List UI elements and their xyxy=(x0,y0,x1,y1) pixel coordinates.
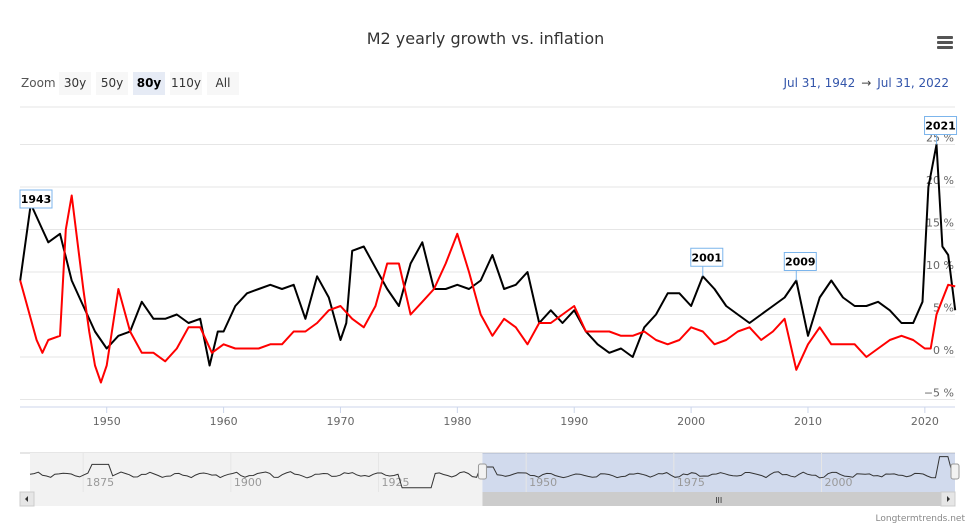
chart-title: M2 yearly growth vs. inflation xyxy=(366,29,605,48)
right-arrow-icon xyxy=(947,496,950,502)
m2-growth-line[interactable] xyxy=(19,143,957,367)
x-tick-label: 1970 xyxy=(326,415,354,428)
range-to-input[interactable]: Jul 31, 2022 xyxy=(877,76,949,90)
navigator-unselected-area xyxy=(30,453,483,492)
y-tick-label: 20 % xyxy=(926,174,954,187)
flag-2001[interactable]: 2001 xyxy=(690,247,724,277)
navigator-mask[interactable] xyxy=(482,453,955,492)
navigator-left-handle[interactable] xyxy=(477,463,487,480)
zoom-80y-button[interactable]: 80y xyxy=(133,72,165,95)
flag-label: 1943 xyxy=(21,193,52,206)
navigator-tick-label: 1925 xyxy=(381,476,409,489)
flag-2021[interactable]: 2021 xyxy=(924,116,958,145)
navigator-tick-label: 1950 xyxy=(529,476,557,489)
x-tick-label: 1990 xyxy=(560,415,588,428)
zoom-30y-button[interactable]: 30y xyxy=(59,72,91,95)
navigator-tick-label: 2000 xyxy=(825,476,853,489)
y-tick-label: 5 % xyxy=(933,302,954,315)
range-arrow: → xyxy=(861,76,872,90)
navigator-tick-label: 1975 xyxy=(677,476,705,489)
zoom-all-button[interactable]: All xyxy=(207,72,239,95)
flag-2009[interactable]: 2009 xyxy=(783,252,817,281)
y-tick-label: 15 % xyxy=(926,217,954,230)
flag-label: 2001 xyxy=(691,251,722,264)
x-tick-label: 2010 xyxy=(794,415,822,428)
scrollbar-grip-icon: III xyxy=(715,496,722,505)
zoom-label: Zoom xyxy=(21,76,56,90)
x-tick-label: 1980 xyxy=(443,415,471,428)
inflation-line[interactable] xyxy=(19,194,956,384)
zoom-50y-button[interactable]: 50y xyxy=(96,72,128,95)
range-from-input[interactable]: Jul 31, 1942 xyxy=(783,76,856,90)
x-tick-label: 1950 xyxy=(93,415,121,428)
navigator-tick-label: 1875 xyxy=(86,476,114,489)
left-arrow-icon xyxy=(25,496,28,502)
y-tick-label: 0 % xyxy=(933,344,954,357)
credit-link[interactable]: Longtermtrends.net xyxy=(875,514,965,524)
navigator-tick-label: 1900 xyxy=(234,476,262,489)
x-tick-label: 1960 xyxy=(210,415,238,428)
flag-1943[interactable]: 1943 xyxy=(19,189,53,209)
navigator-series xyxy=(29,456,953,489)
date-range: Jul 31, 1942 → Jul 31, 2022 xyxy=(783,76,949,90)
flag-label: 2009 xyxy=(785,256,816,269)
x-tick-label: 2020 xyxy=(911,415,939,428)
scrollbar-thumb[interactable] xyxy=(482,492,955,506)
zoom-110y-button[interactable]: 110y xyxy=(170,72,202,95)
hamburger-menu-icon[interactable] xyxy=(937,36,953,51)
flag-label: 2021 xyxy=(925,120,956,133)
x-tick-label: 2000 xyxy=(677,415,705,428)
y-tick-label: 10 % xyxy=(926,259,954,272)
navigator-right-handle[interactable] xyxy=(950,463,960,480)
y-tick-label: −5 % xyxy=(924,387,954,400)
